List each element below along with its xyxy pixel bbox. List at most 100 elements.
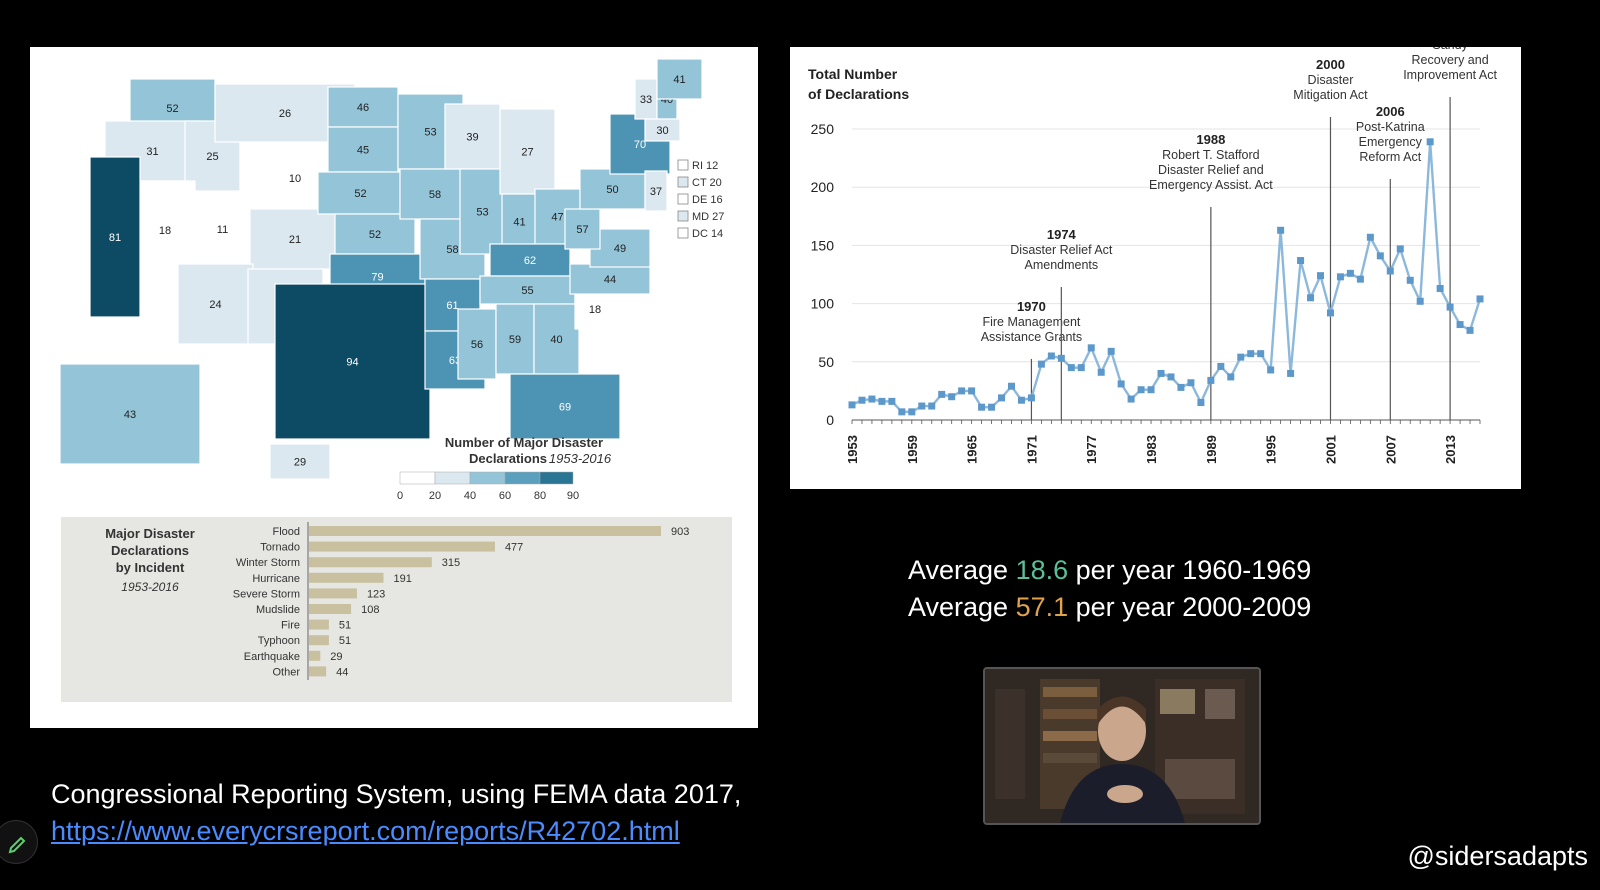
bar-value-label: 191 <box>393 573 411 585</box>
state-value-al: 59 <box>509 334 521 346</box>
state-value-me: 41 <box>673 74 685 86</box>
annotation-year: 1974 <box>1047 227 1077 242</box>
data-point <box>858 396 866 404</box>
avg-suffix-1: per year 1960-1969 <box>1068 555 1312 585</box>
x-tick-label: 1989 <box>1204 435 1219 464</box>
bar-category-label: Fire <box>281 620 300 632</box>
data-point <box>908 408 916 416</box>
annotation-text: Disaster Relief Act <box>1010 243 1113 257</box>
us-state-map: 52 31 25 26 10 18 11 21 81 24 29 46 45 52 52 79 94 53 58 58… <box>59 58 703 480</box>
state-fl <box>509 373 621 440</box>
data-point <box>1217 362 1225 370</box>
legend-title: Number of Major Disaster <box>445 435 603 450</box>
state-nd <box>327 86 399 128</box>
annotation-text: Reform Act <box>1359 150 1421 164</box>
x-tick-label: 2007 <box>1383 435 1398 464</box>
state-il <box>459 168 506 255</box>
avg-suffix-2: per year 2000-2009 <box>1068 592 1312 622</box>
bar-category-label: Flood <box>272 526 300 538</box>
state-ky <box>489 243 571 277</box>
citation-link[interactable]: https://www.everycrsreport.com/reports/R… <box>51 816 680 846</box>
bar-category-label: Typhoon <box>258 635 300 647</box>
small-state-label: RI 12 <box>692 160 718 172</box>
x-tick-label: 2001 <box>1323 435 1338 464</box>
data-point <box>1087 344 1095 352</box>
y-tick-label: 200 <box>811 179 835 195</box>
data-point <box>1346 269 1354 277</box>
legend-swatch <box>504 471 541 485</box>
bar-value-label: 477 <box>505 542 523 554</box>
data-point <box>918 402 926 410</box>
data-point <box>1057 354 1065 362</box>
annotation-text: Disaster Relief and <box>1158 163 1264 177</box>
small-state-swatch <box>677 159 689 171</box>
presenter-webcam-video[interactable] <box>983 667 1261 825</box>
state-me <box>656 58 703 100</box>
bar-winter-storm <box>309 557 432 568</box>
data-point <box>1317 272 1325 280</box>
data-point <box>1287 369 1295 377</box>
legend-years: 1953-2016 <box>549 451 612 466</box>
state-ks <box>334 213 416 255</box>
average-line-2000s: Average 57.1 per year 2000-2009 <box>908 589 1311 626</box>
state-ia <box>399 168 471 220</box>
annotation-text: Post-Katrina <box>1356 120 1425 134</box>
x-tick-label: 1995 <box>1264 435 1279 464</box>
data-point <box>1017 396 1025 404</box>
small-state-swatch <box>677 210 689 222</box>
small-state-label: MD 27 <box>692 211 724 223</box>
state-value-ms: 56 <box>471 339 483 351</box>
state-value-hi: 29 <box>294 457 306 469</box>
state-value-tx: 94 <box>346 357 358 369</box>
data-point <box>848 401 856 409</box>
state-sd <box>327 126 399 173</box>
legend-tick: 20 <box>429 490 441 502</box>
bar-value-label: 51 <box>339 620 351 632</box>
legend-tick: 90 <box>567 490 579 502</box>
state-value-wi: 39 <box>466 132 478 144</box>
data-point <box>1127 395 1135 403</box>
bar-value-label: 51 <box>339 635 351 647</box>
state-value-wa: 52 <box>166 103 178 115</box>
data-point <box>1366 233 1374 241</box>
data-point <box>1267 366 1275 374</box>
bar-value-label: 903 <box>671 526 689 538</box>
data-point <box>1336 273 1344 281</box>
declarations-series-line <box>851 141 1482 414</box>
bar-flood <box>309 526 661 536</box>
avg-value-2000s: 57.1 <box>1015 592 1069 622</box>
annotate-pen-button[interactable] <box>0 820 38 864</box>
citation-text: Congressional Reporting System, using FE… <box>51 779 742 809</box>
data-point <box>898 408 906 416</box>
bar-chart-title: Major Disaster Declarations by Incident 195… <box>105 526 195 594</box>
state-value-ga: 40 <box>550 334 562 346</box>
state-value-ar: 61 <box>446 300 458 312</box>
bar-tornado <box>309 541 495 552</box>
declarations-line-chart: Total Number of Declarations 0 50 100 150 200 2… <box>808 22 1498 464</box>
state-value-nd: 46 <box>357 102 369 114</box>
state-ca <box>89 156 141 318</box>
average-line-1960s: Average 18.6 per year 1960-1969 <box>908 552 1311 589</box>
small-state-legend: RI 12 CT 20 DE 16 MD 27 DC 14 <box>677 159 724 240</box>
y-tick-label: 100 <box>811 296 835 312</box>
source-citation: Congressional Reporting System, using FE… <box>51 776 741 850</box>
data-point <box>1356 275 1364 283</box>
annotation-year: 1970 <box>1017 299 1046 314</box>
legend-swatch <box>469 471 506 485</box>
state-value-co: 21 <box>289 234 301 246</box>
state-in <box>501 193 538 250</box>
state-value-in: 41 <box>513 217 525 229</box>
avg-prefix-1: Average <box>908 555 1016 585</box>
legend-swatch <box>434 471 471 485</box>
annotation-text: Mitigation Act <box>1293 88 1368 102</box>
y-tick-label: 0 <box>826 412 834 428</box>
annotation-year: 1988 <box>1196 132 1225 147</box>
data-point <box>1406 276 1414 284</box>
data-point <box>988 403 996 411</box>
data-point <box>1147 386 1155 394</box>
state-value-oh: 47 <box>551 212 563 224</box>
averages-text: Average 18.6 per year 1960-1969 Average … <box>908 552 1311 626</box>
y-tick-label: 50 <box>818 354 834 370</box>
data-point <box>868 395 876 403</box>
state-value-nv: 18 <box>159 225 171 237</box>
